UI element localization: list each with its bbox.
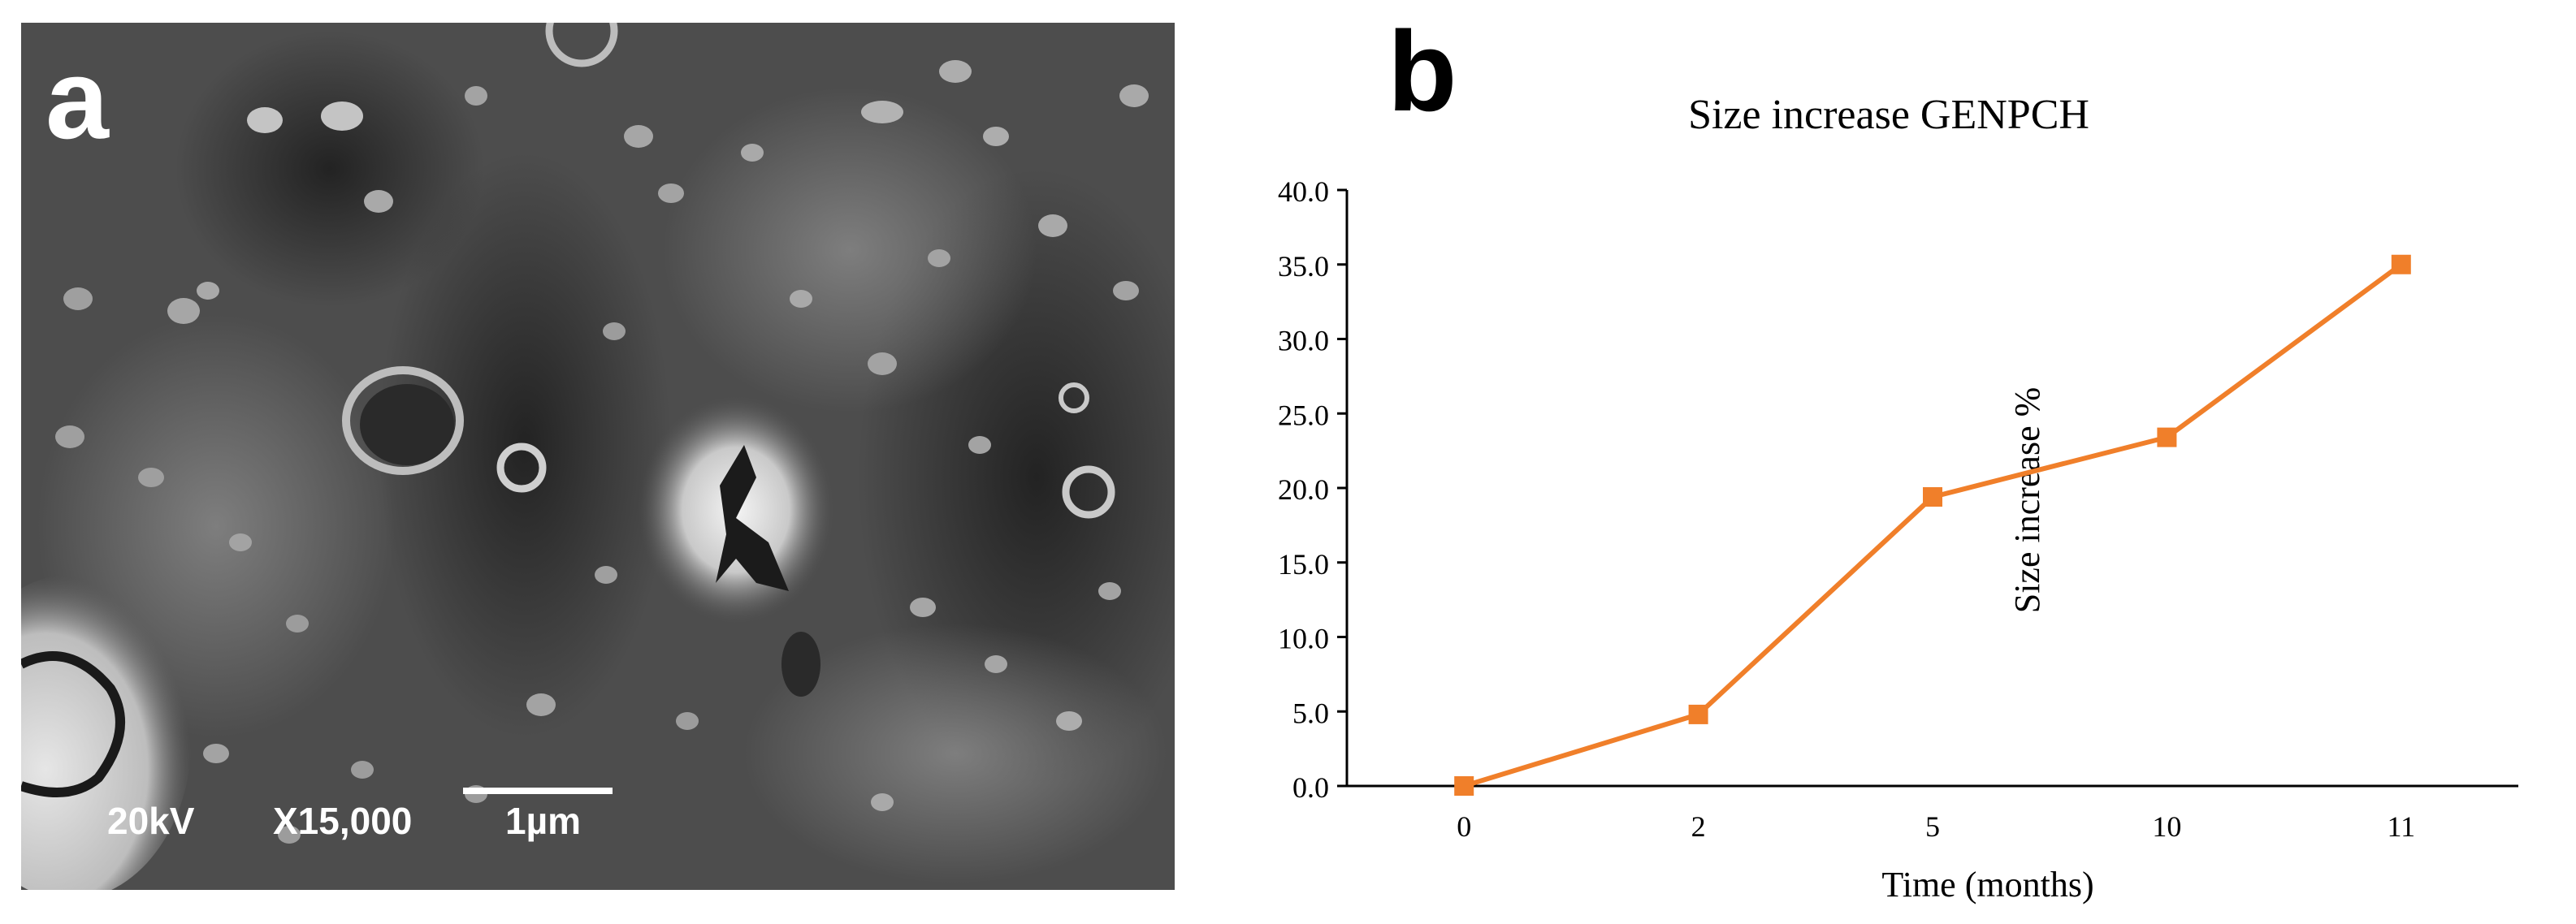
dark-region <box>175 31 484 307</box>
panel-b-letter: b <box>1388 7 1457 135</box>
particle <box>624 125 653 148</box>
particle <box>983 127 1009 146</box>
data-point-marker <box>1688 704 1708 724</box>
chart-title: Size increase GENPCH <box>1688 92 2089 138</box>
pore-ring <box>1062 465 1115 519</box>
data-point-marker <box>1923 487 1942 507</box>
sem-voltage-label: 20kV <box>107 800 195 842</box>
crack <box>21 651 125 797</box>
particle <box>868 352 897 375</box>
particle <box>1098 582 1121 600</box>
particle <box>658 184 684 203</box>
pore-ring <box>545 23 618 67</box>
particle <box>939 60 972 83</box>
y-tick-label: 0.0 <box>1292 771 1329 804</box>
series-group <box>1454 254 2411 796</box>
pore-center <box>360 384 454 465</box>
y-tick-label: 20.0 <box>1278 473 1329 506</box>
x-axis-ticks: 0 2 5 10 11 <box>1457 810 2415 843</box>
y-tick-label: 40.0 <box>1278 175 1329 208</box>
particle <box>203 744 229 763</box>
sem-image <box>21 23 1175 890</box>
data-point-marker <box>2391 254 2411 274</box>
series-line <box>1463 262 2403 788</box>
chart-panel: Size increase GENPCH Size increase % Tim… <box>1194 0 2576 924</box>
crack <box>716 445 789 591</box>
data-point-marker <box>1454 776 1474 796</box>
line-chart: Size increase GENPCH Size increase % Tim… <box>1278 92 2518 905</box>
particle <box>910 598 936 617</box>
pore-center <box>781 632 820 697</box>
light-region <box>663 88 1037 412</box>
particle <box>1113 281 1139 300</box>
y-axis-label: Size increase % <box>2007 387 2047 614</box>
pore-ring <box>342 366 464 475</box>
particle <box>321 101 363 131</box>
pore-ring <box>1059 382 1089 413</box>
particle <box>790 290 812 308</box>
y-tick-label: 25.0 <box>1278 399 1329 431</box>
y-tick-label: 30.0 <box>1278 325 1329 357</box>
light-region <box>744 624 1167 883</box>
particle <box>871 793 894 811</box>
particle <box>167 298 200 324</box>
particle <box>968 436 991 454</box>
particle <box>741 144 764 162</box>
particle <box>197 282 219 300</box>
x-tick-label: 0 <box>1457 810 1471 843</box>
x-tick-label: 10 <box>2152 810 2181 843</box>
sem-micrograph <box>21 23 1175 890</box>
panel-a-letter: a <box>45 35 109 162</box>
particle <box>595 566 617 584</box>
particle <box>1119 84 1149 107</box>
particle <box>351 761 374 779</box>
particle <box>1056 711 1082 731</box>
particle <box>364 190 393 213</box>
particle <box>928 249 950 267</box>
x-tick-label: 2 <box>1691 810 1706 843</box>
particle <box>229 533 252 551</box>
sem-magnification-label: X15,000 <box>273 800 413 842</box>
particle <box>138 468 164 487</box>
particle <box>63 287 93 310</box>
y-tick-label: 35.0 <box>1278 250 1329 283</box>
x-tick-label: 5 <box>1925 810 1940 843</box>
particle <box>676 712 699 730</box>
particle <box>526 693 556 716</box>
particle <box>247 107 283 133</box>
pore-ring <box>496 443 547 493</box>
y-axis-ticks: 0.0 5.0 10.0 15.0 20.0 25.0 30.0 35.0 40.0 <box>1278 175 1347 804</box>
scale-bar-label: 1µm <box>505 800 581 842</box>
particle <box>55 425 84 448</box>
particle <box>1038 214 1067 237</box>
particle <box>985 655 1007 673</box>
particle <box>465 86 487 106</box>
y-tick-label: 10.0 <box>1278 623 1329 655</box>
y-tick-label: 5.0 <box>1292 697 1329 729</box>
y-tick-label: 15.0 <box>1278 548 1329 581</box>
particle <box>286 615 309 633</box>
particle <box>861 101 903 123</box>
data-point-marker <box>2157 427 2177 447</box>
particle <box>278 826 301 844</box>
x-axis-label: Time (months) <box>1881 865 2093 905</box>
scale-bar <box>463 788 613 794</box>
x-tick-label: 11 <box>2387 810 2415 843</box>
particle <box>603 322 626 340</box>
